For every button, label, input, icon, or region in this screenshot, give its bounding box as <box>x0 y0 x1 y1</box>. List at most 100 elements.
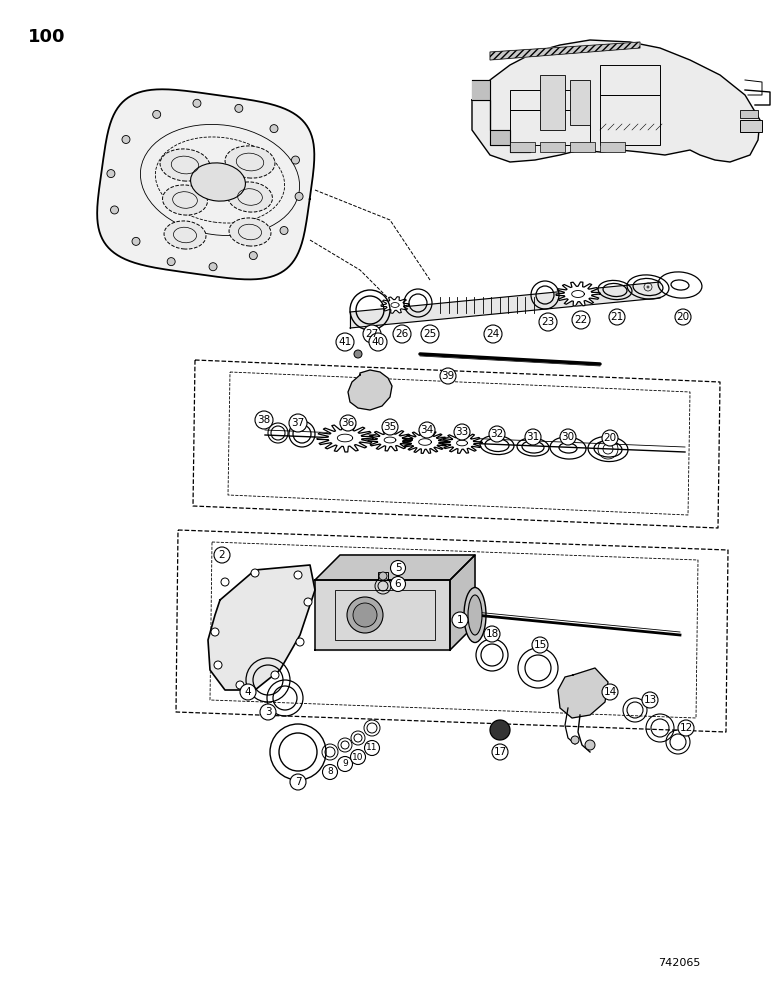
Text: 8: 8 <box>327 768 333 776</box>
Bar <box>600 95 660 145</box>
Circle shape <box>484 626 500 642</box>
Circle shape <box>289 414 307 432</box>
Text: 9: 9 <box>342 760 348 768</box>
Text: 41: 41 <box>339 337 352 347</box>
Bar <box>510 142 535 152</box>
Circle shape <box>107 170 115 178</box>
Text: 38: 38 <box>257 415 271 425</box>
Circle shape <box>609 309 625 325</box>
Ellipse shape <box>228 182 272 212</box>
Ellipse shape <box>229 218 271 246</box>
Polygon shape <box>558 668 608 718</box>
Circle shape <box>532 637 548 653</box>
Text: 25: 25 <box>424 329 437 339</box>
Circle shape <box>290 774 306 790</box>
Bar <box>378 572 388 580</box>
Circle shape <box>353 603 377 627</box>
Text: 39: 39 <box>441 371 455 381</box>
Circle shape <box>642 692 658 708</box>
Circle shape <box>209 263 217 271</box>
Circle shape <box>251 569 259 577</box>
Circle shape <box>235 104 243 112</box>
Text: 6: 6 <box>395 579 402 589</box>
Text: 37: 37 <box>292 418 305 428</box>
Circle shape <box>421 325 439 343</box>
Polygon shape <box>381 297 409 313</box>
Circle shape <box>153 110 161 118</box>
Circle shape <box>571 736 579 744</box>
Polygon shape <box>490 42 640 60</box>
Circle shape <box>111 206 119 214</box>
Circle shape <box>214 661 222 669</box>
Circle shape <box>452 612 468 628</box>
Circle shape <box>336 333 354 351</box>
Text: 5: 5 <box>395 563 402 573</box>
Text: 32: 32 <box>491 429 504 439</box>
Circle shape <box>379 572 387 580</box>
Circle shape <box>419 422 435 438</box>
Circle shape <box>322 764 338 780</box>
Circle shape <box>304 598 312 606</box>
Circle shape <box>294 571 302 579</box>
Circle shape <box>280 227 288 235</box>
Ellipse shape <box>464 587 486 643</box>
Circle shape <box>260 704 276 720</box>
Text: 4: 4 <box>245 687 251 697</box>
Ellipse shape <box>162 185 207 215</box>
Polygon shape <box>368 429 412 451</box>
Circle shape <box>678 720 694 736</box>
Text: 24: 24 <box>487 329 500 339</box>
Polygon shape <box>556 282 600 306</box>
Text: 40: 40 <box>371 337 385 347</box>
Text: 100: 100 <box>28 28 66 46</box>
Text: 30: 30 <box>562 432 575 442</box>
Circle shape <box>363 325 381 343</box>
Bar <box>740 110 758 118</box>
Circle shape <box>271 671 279 679</box>
Circle shape <box>292 156 300 164</box>
Circle shape <box>364 740 380 756</box>
Text: 20: 20 <box>676 312 690 322</box>
Circle shape <box>250 252 257 260</box>
Circle shape <box>167 258 176 266</box>
Text: 21: 21 <box>611 312 624 322</box>
Circle shape <box>602 684 618 700</box>
Text: 13: 13 <box>644 695 657 705</box>
Circle shape <box>221 578 229 586</box>
Text: 20: 20 <box>604 433 616 443</box>
Polygon shape <box>348 370 392 410</box>
Polygon shape <box>403 431 447 453</box>
Ellipse shape <box>190 163 246 201</box>
Polygon shape <box>317 424 373 452</box>
Bar <box>335 590 435 640</box>
Circle shape <box>295 192 303 200</box>
Circle shape <box>492 744 508 760</box>
Circle shape <box>391 576 406 591</box>
Text: 2: 2 <box>218 550 225 560</box>
Polygon shape <box>490 42 640 60</box>
Circle shape <box>347 597 383 633</box>
Polygon shape <box>442 433 482 453</box>
Circle shape <box>393 325 411 343</box>
Circle shape <box>193 99 201 107</box>
Circle shape <box>240 684 256 700</box>
Bar <box>540 142 565 152</box>
Text: 12: 12 <box>679 723 693 733</box>
Circle shape <box>525 429 541 445</box>
Polygon shape <box>350 282 660 328</box>
Text: 33: 33 <box>456 427 469 437</box>
Polygon shape <box>472 40 760 162</box>
Text: 3: 3 <box>264 707 271 717</box>
Circle shape <box>602 430 618 446</box>
Polygon shape <box>315 580 450 650</box>
Circle shape <box>484 325 502 343</box>
Ellipse shape <box>164 221 206 249</box>
Circle shape <box>255 411 273 429</box>
Circle shape <box>440 368 456 384</box>
Text: 27: 27 <box>365 329 378 339</box>
Text: 7: 7 <box>295 777 301 787</box>
Circle shape <box>296 638 304 646</box>
Polygon shape <box>472 80 530 152</box>
Circle shape <box>391 560 406 576</box>
Ellipse shape <box>225 146 275 178</box>
